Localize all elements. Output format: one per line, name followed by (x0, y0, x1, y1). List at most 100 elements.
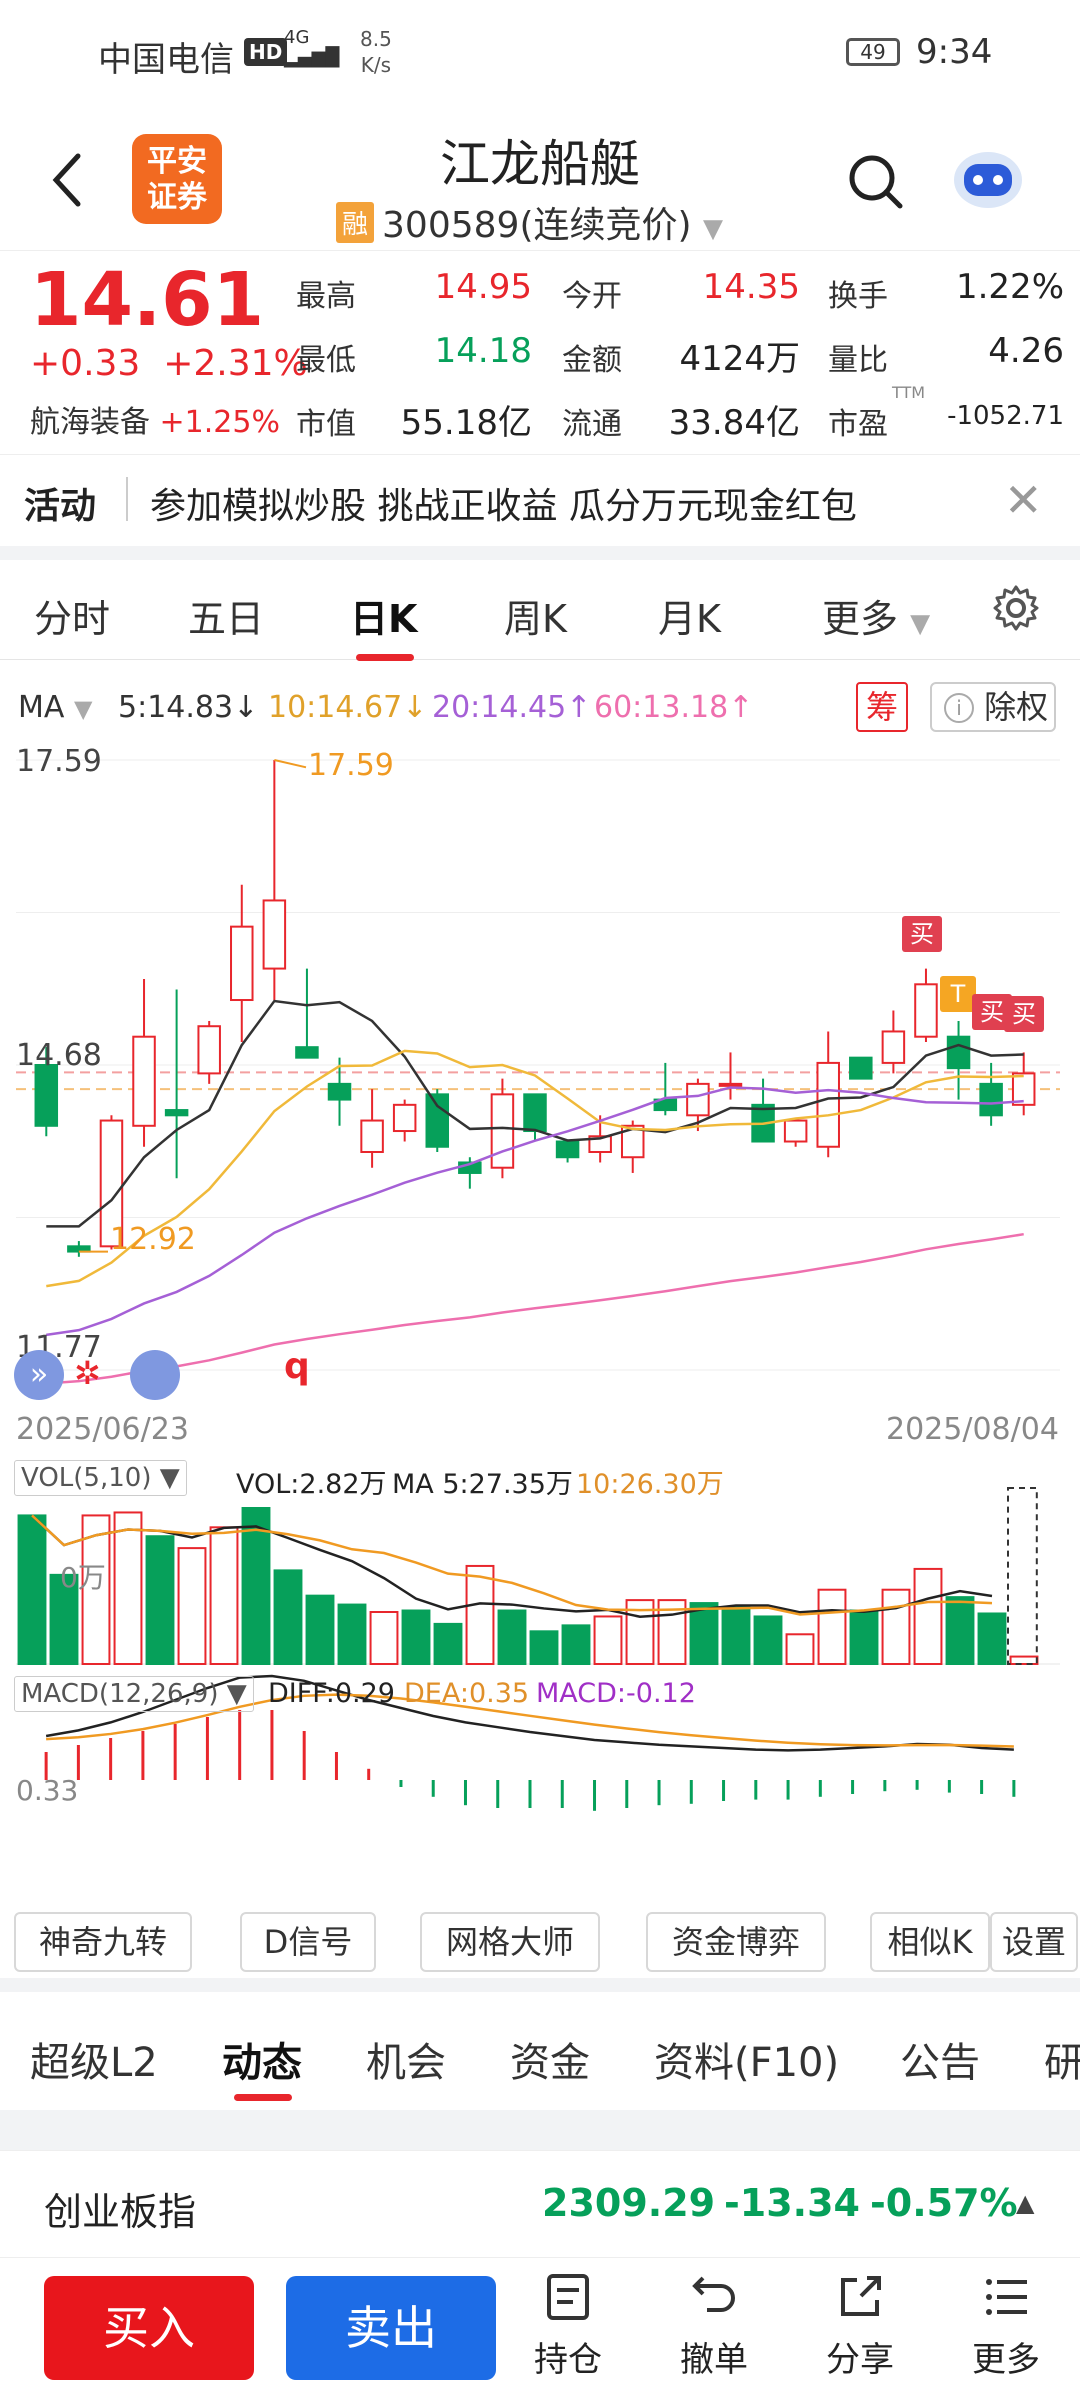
candle-body (327, 1082, 352, 1101)
tool-similar-k[interactable]: 相似K (870, 1912, 990, 1972)
gear-badge-icon[interactable]: ✲ (74, 1354, 101, 1392)
tab-research[interactable]: 研 (1044, 2040, 1080, 2086)
expand-double-arrow-icon[interactable]: » (14, 1350, 64, 1400)
high-label: 最高 (296, 279, 356, 314)
share-button[interactable]: 分享 (810, 2272, 910, 2381)
index-value: 2309.29 (542, 2181, 716, 2225)
kline-chart-area[interactable]: MA ▼ 5:14.83↓ 10:14.67↓ 20:14.45↑ 60:13.… (0, 660, 1080, 1880)
active-tab-indicator (356, 654, 414, 661)
candle-body (197, 1025, 221, 1075)
market-cap-label: 市值 (296, 407, 356, 442)
tab-monthly-k[interactable]: 月K (658, 597, 721, 641)
tool-grid-master[interactable]: 网格大师 (420, 1912, 600, 1972)
buy-signal-mark[interactable]: 买 (1004, 996, 1044, 1032)
high-value: 14.95 (434, 267, 532, 307)
candle-body (34, 1064, 59, 1127)
cancel-order-button[interactable]: 撤单 (664, 2272, 764, 2381)
tab-daily-k[interactable]: 日K (350, 597, 418, 641)
t-signal-mark[interactable]: T (940, 976, 976, 1012)
float-cap-label: 流通 (562, 407, 622, 442)
search-icon[interactable] (846, 152, 906, 212)
expand-up-icon[interactable]: ▲ (1016, 2189, 1035, 2217)
tab-opportunity[interactable]: 机会 (366, 2040, 446, 2086)
assistant-robot-icon[interactable] (950, 140, 1026, 216)
tab-f10[interactable]: 资料(F10) (654, 2040, 840, 2086)
sell-button[interactable]: 卖出 (286, 2276, 496, 2380)
tab-capital[interactable]: 资金 (510, 2040, 590, 2086)
candle-body (881, 1030, 906, 1064)
macd-diff-line (45, 1674, 1014, 1752)
volume-bar (721, 1606, 751, 1665)
macd-dea: DEA:0.35 (404, 1678, 530, 1709)
network-speed: 8.5 K/s (360, 27, 392, 77)
divider (0, 2110, 1080, 2150)
back-icon[interactable] (48, 150, 88, 210)
ma60-legend: 60:13.18↑ (594, 690, 754, 725)
candle-body (490, 1093, 515, 1169)
vol-ma5: MA 5:27.35万 (392, 1469, 573, 1500)
activity-banner[interactable]: 活动 参加模拟炒股 挑战正收益 瓜分万元现金红包 ✕ (0, 454, 1080, 546)
candle-body (588, 1135, 612, 1153)
battery-icon: 49 (846, 38, 900, 66)
tool-d-signal[interactable]: D信号 (240, 1912, 376, 1972)
volume-bar (369, 1611, 399, 1665)
ex-rights-button[interactable]: i 除权 (930, 682, 1056, 732)
hd-badge: HD (244, 38, 288, 66)
tab-five-day[interactable]: 五日 (188, 597, 265, 641)
candle-body (295, 1046, 319, 1059)
volume-bar (593, 1615, 623, 1666)
tool-capital-game[interactable]: 资金博弈 (646, 1912, 826, 1972)
info-tabs: 超级L2 动态 机会 资金 资料(F10) 公告 研 (0, 1990, 1080, 2110)
dropdown-icon: ▼ (703, 214, 723, 244)
ma-selector[interactable]: MA ▼ (18, 690, 93, 725)
candle-body (979, 1082, 1003, 1117)
macd-value: MACD:-0.12 (536, 1678, 696, 1709)
index-ticker[interactable]: 创业板指 2309.29 -13.34 -0.57% ▲ (0, 2150, 1080, 2258)
buy-button[interactable]: 买入 (44, 2276, 254, 2380)
tool-settings[interactable]: 设置 (990, 1912, 1078, 1972)
tab-announcement[interactable]: 公告 (900, 2040, 980, 2086)
vol-value: VOL:2.82万 (236, 1469, 387, 1500)
vol-axis-label: 0万 (60, 1561, 106, 1594)
close-icon[interactable]: ✕ (1004, 473, 1043, 527)
buy-signal-mark[interactable]: 买 (902, 916, 942, 952)
candle-body (132, 1035, 156, 1127)
info-icon: i (944, 693, 974, 723)
ma20-line (46, 1086, 1024, 1337)
ma60-line (46, 1232, 1024, 1385)
stock-code-selector[interactable]: 融 300589(连续竞价) ▼ (336, 196, 723, 248)
activity-tag: 活动 (24, 486, 97, 527)
broker-logo: 平安 证券 (132, 134, 222, 224)
tool-magic-nine[interactable]: 神奇九转 (14, 1912, 192, 1972)
vol-indicator-selector[interactable]: VOL(5,10) ▼ (14, 1460, 187, 1496)
candle-body (99, 1119, 124, 1248)
active-tab-indicator (234, 2094, 292, 2101)
tab-more[interactable]: 更多 ▼ (822, 597, 931, 641)
stock-header: 平安 证券 江龙船艇 融 300589(连续竞价) ▼ (0, 110, 1080, 250)
candle-body (555, 1140, 580, 1159)
more-button[interactable]: 更多 (956, 2272, 1056, 2381)
min-price-annotation: 12.92 (110, 1222, 196, 1257)
volume-bar (17, 1514, 47, 1666)
macd-indicator-selector[interactable]: MACD(12,26,9) ▼ (14, 1676, 254, 1712)
fullscreen-icon[interactable] (130, 1350, 180, 1400)
vol-ma5-line (31, 1514, 993, 1619)
volume-bar (945, 1596, 975, 1666)
turnover-label: 换手 (828, 279, 888, 314)
volume-bar (529, 1630, 559, 1665)
chip-distribution-button[interactable]: 筹 (856, 682, 908, 732)
volume-bar (465, 1564, 495, 1666)
volume-bar (849, 1609, 879, 1665)
volume-bar (337, 1603, 367, 1665)
tab-super-l2[interactable]: 超级L2 (30, 2040, 158, 2086)
position-button[interactable]: 持仓 (518, 2272, 618, 2381)
tab-intraday[interactable]: 分时 (34, 597, 111, 641)
kline-chart[interactable] (0, 660, 1080, 1880)
settings-gear-icon[interactable] (992, 584, 1040, 632)
volume-bar (881, 1588, 911, 1666)
volume-bar (273, 1569, 303, 1666)
tab-news[interactable]: 动态 (222, 2040, 302, 2086)
activity-text[interactable]: 参加模拟炒股 挑战正收益 瓜分万元现金红包 (150, 486, 857, 527)
tab-weekly-k[interactable]: 周K (504, 597, 567, 641)
sector-change[interactable]: 航海装备 +1.25% (30, 405, 280, 440)
